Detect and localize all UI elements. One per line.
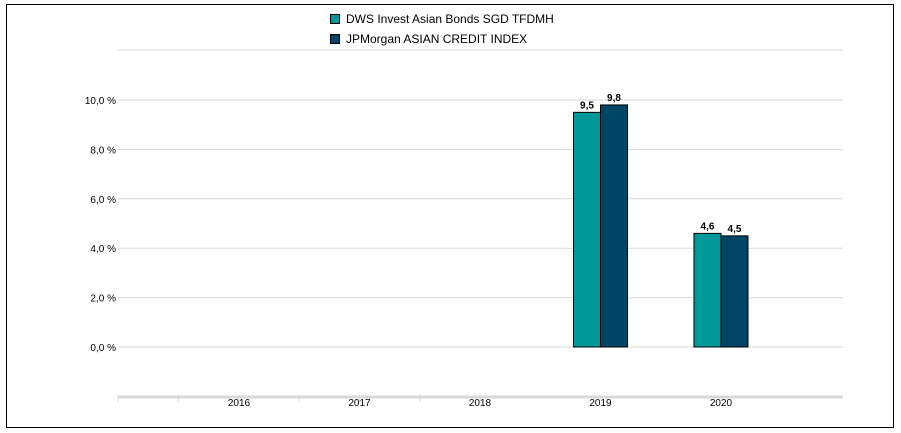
data-label: 4,5 — [728, 224, 742, 235]
x-tick-label: 2017 — [348, 398, 371, 409]
chart-frame — [6, 4, 894, 428]
x-tick-label: 2018 — [469, 398, 492, 409]
legend: DWS Invest Asian Bonds SGD TFDMH JPMorga… — [330, 9, 554, 49]
y-tick-label: 8,0 % — [90, 145, 116, 156]
x-tick-label: 2020 — [710, 398, 733, 409]
data-label: 9,5 — [580, 100, 594, 111]
legend-swatch-index — [330, 34, 340, 44]
legend-label-index: JPMorgan ASIAN CREDIT INDEX — [346, 32, 528, 46]
y-tick-label: 4,0 % — [90, 244, 116, 255]
bar — [600, 104, 628, 348]
data-label: 4,6 — [701, 221, 715, 232]
x-tick-label: 2016 — [228, 398, 251, 409]
y-tick-label: 2,0 % — [90, 294, 116, 305]
bar — [693, 232, 722, 348]
y-tick-label: 6,0 % — [90, 195, 116, 206]
y-tick-label: 0,0 % — [90, 343, 116, 354]
x-tick-label: 2019 — [589, 398, 612, 409]
legend-item-index: JPMorgan ASIAN CREDIT INDEX — [330, 29, 554, 49]
bar — [573, 111, 601, 348]
bar — [720, 235, 749, 348]
legend-item-fund: DWS Invest Asian Bonds SGD TFDMH — [330, 9, 554, 29]
y-tick-label: 10,0 % — [85, 96, 116, 107]
legend-label-fund: DWS Invest Asian Bonds SGD TFDMH — [346, 12, 554, 26]
data-label: 9,8 — [607, 93, 621, 104]
legend-swatch-fund — [330, 14, 340, 24]
